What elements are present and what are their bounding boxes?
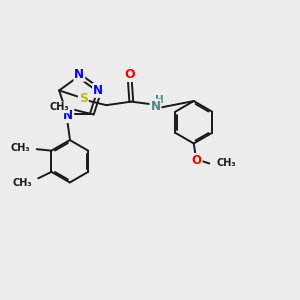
Text: O: O [192,154,202,167]
Text: H: H [155,94,164,105]
Text: O: O [124,68,135,81]
Text: N: N [74,68,84,81]
Text: CH₃: CH₃ [11,143,30,153]
Text: N: N [151,100,160,112]
Text: CH₃: CH₃ [49,102,69,112]
Text: CH₃: CH₃ [216,158,236,169]
Text: S: S [79,92,88,105]
Text: CH₃: CH₃ [13,178,32,188]
Text: N: N [93,84,103,97]
Text: N: N [63,109,73,122]
